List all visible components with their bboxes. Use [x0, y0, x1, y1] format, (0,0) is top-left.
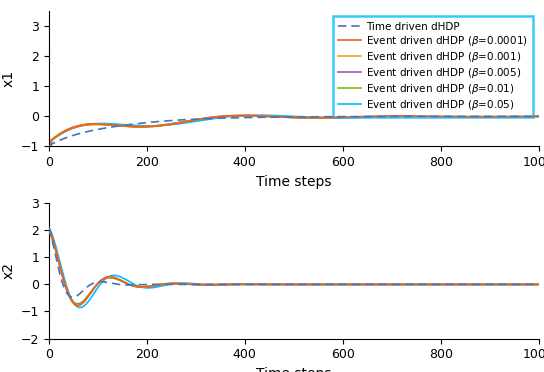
Y-axis label: x2: x2: [1, 262, 15, 279]
X-axis label: Time steps: Time steps: [256, 175, 331, 189]
X-axis label: Time steps: Time steps: [256, 367, 331, 372]
Legend: Time driven dHDP, Event driven dHDP ($\beta$=0.0001), Event driven dHDP ($\beta$: Time driven dHDP, Event driven dHDP ($\b…: [333, 16, 533, 117]
Y-axis label: x1: x1: [1, 70, 15, 87]
